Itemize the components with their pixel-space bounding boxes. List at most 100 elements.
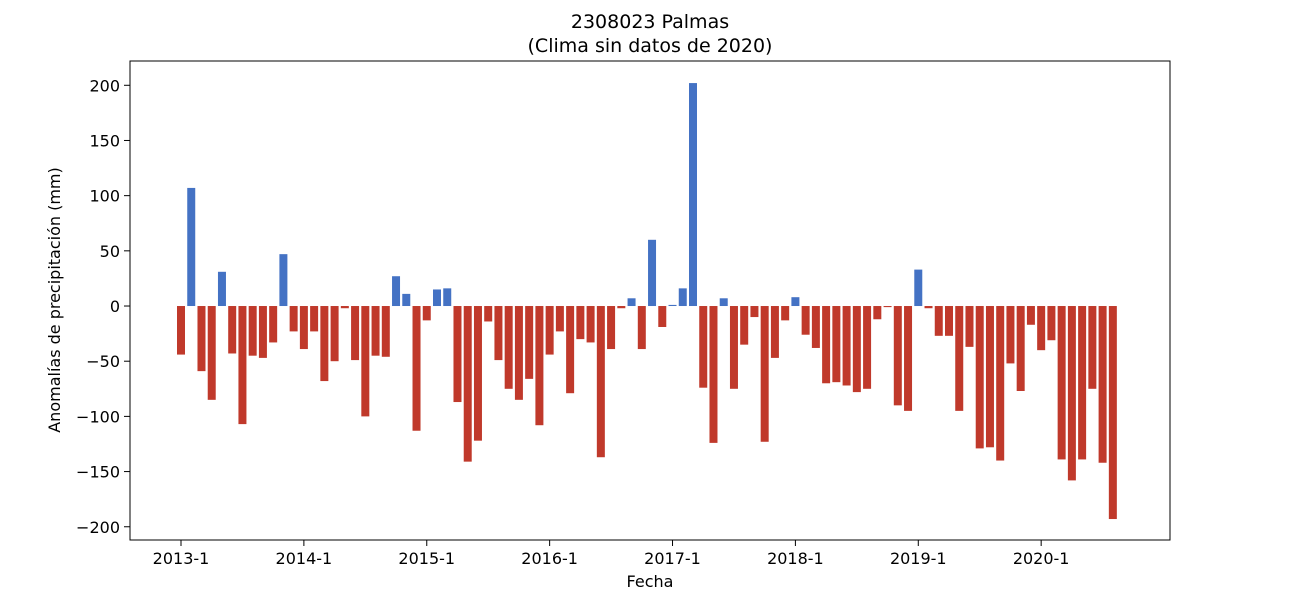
bar (1016, 306, 1025, 391)
bar (729, 306, 738, 389)
bar (381, 306, 390, 357)
x-tick-label: 2014-1 (276, 549, 333, 568)
bar (535, 306, 544, 426)
y-tick-label: 150 (89, 131, 120, 150)
bar (801, 306, 810, 335)
bar (228, 306, 237, 354)
bar (934, 306, 943, 336)
bar (1026, 306, 1035, 325)
bar (453, 306, 462, 403)
bar (422, 306, 431, 321)
bar (576, 306, 585, 340)
bar (320, 306, 329, 382)
bar (269, 306, 278, 343)
bar (1057, 306, 1066, 460)
y-ticks-group: 200 150 100 50 0 −50 −100 −150 −200 (76, 76, 130, 537)
bar (433, 289, 441, 307)
bar (1108, 306, 1117, 520)
bar (586, 306, 595, 343)
bar (699, 306, 708, 388)
bar (330, 306, 339, 362)
bar (863, 306, 872, 389)
bar (627, 298, 636, 307)
bar (310, 306, 319, 332)
x-tick-label: 2016-1 (521, 549, 578, 568)
y-tick-label: 0 (110, 297, 120, 316)
bar (402, 293, 411, 307)
bar (883, 306, 892, 308)
bar (945, 306, 953, 336)
bar (1078, 306, 1087, 460)
bar (514, 306, 523, 400)
bar (678, 288, 687, 307)
bar (217, 271, 226, 307)
bar (709, 306, 718, 443)
bar (463, 306, 472, 462)
bar (791, 297, 800, 307)
chart-title-line1: 2308023 Palmas (571, 11, 729, 33)
bar (770, 306, 779, 358)
bar (873, 306, 882, 320)
bar (822, 306, 831, 384)
bar (473, 306, 482, 441)
bar (566, 306, 575, 394)
chart-title-line2: (Clima sin datos de 2020) (528, 35, 773, 57)
bar (596, 306, 605, 458)
plot-frame (129, 60, 1171, 541)
bar (811, 306, 820, 348)
x-ticks-group: 2013-1 2014-1 2015-1 2016-1 2017-1 2018-1 2019… (153, 540, 1070, 568)
bar (904, 306, 913, 411)
bar (965, 306, 974, 347)
bar (1067, 306, 1076, 481)
bar (279, 254, 288, 307)
bar (607, 306, 616, 350)
bar (668, 304, 677, 307)
x-axis-title: Fecha (627, 572, 674, 591)
bar (750, 306, 759, 318)
bar (177, 306, 185, 355)
bar (1037, 306, 1046, 351)
bar (443, 288, 452, 307)
bar (197, 306, 206, 372)
y-tick-label: 200 (89, 76, 120, 95)
bar (740, 306, 749, 345)
bar (484, 306, 493, 322)
bar (299, 306, 308, 350)
bar (289, 306, 298, 332)
bar (238, 306, 247, 425)
bar (351, 306, 360, 361)
bar (719, 298, 728, 307)
bar (617, 306, 626, 309)
bar (648, 239, 657, 307)
bar (545, 306, 554, 355)
x-tick-label: 2015-1 (398, 549, 455, 568)
bar (955, 306, 964, 411)
y-axis-title: Anomalías de precipitación (mm) (45, 167, 64, 433)
bar (893, 306, 902, 406)
x-tick-label: 2018-1 (767, 549, 824, 568)
bar (760, 306, 769, 442)
y-tick-label: −200 (76, 518, 120, 537)
bar (340, 306, 349, 309)
bar (371, 306, 380, 356)
bar (637, 306, 646, 350)
bar (392, 276, 401, 307)
bar (914, 269, 923, 307)
y-tick-label: −100 (76, 407, 120, 426)
bar (187, 187, 196, 307)
bar (689, 83, 697, 307)
bar (1047, 306, 1056, 341)
bar (361, 306, 370, 417)
y-tick-label: −150 (76, 463, 120, 482)
x-tick-label: 2017-1 (644, 549, 701, 568)
x-tick-label: 2020-1 (1013, 549, 1070, 568)
bar (1098, 306, 1107, 463)
bar (975, 306, 984, 449)
bar (924, 306, 933, 309)
bar (258, 306, 267, 358)
bar (412, 306, 421, 431)
bar (832, 306, 841, 383)
bar (248, 306, 257, 356)
bar (781, 306, 790, 321)
